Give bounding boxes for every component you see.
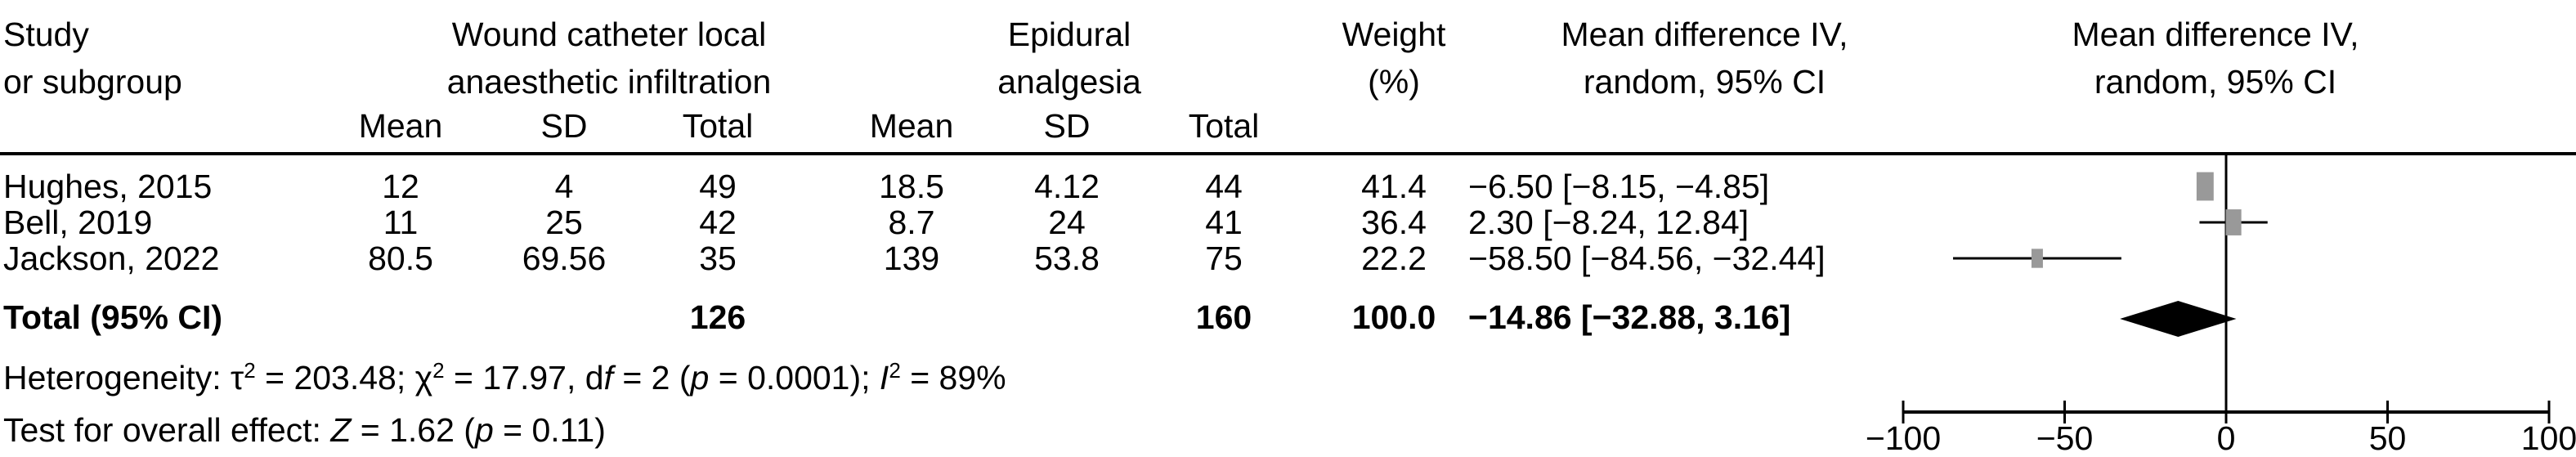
cell-weight: 41.4 [1361, 168, 1427, 205]
x-tick-label: −50 [2036, 419, 2094, 457]
study-row: Bell, 2019 11 25 42 8.7 24 41 36.4 2.30 [−8.24, … [3, 204, 1749, 241]
cell-mean1: 80.5 [368, 240, 433, 277]
cell-total2: 41 [1205, 204, 1243, 241]
summary-diamond [2120, 301, 2237, 337]
cell-sd1: 69.56 [522, 240, 607, 277]
header-md-plot-1: Mean difference IV, [2072, 16, 2359, 53]
overall-effect-text: Test for overall effect: Z = 1.62 (p = 0… [3, 411, 606, 449]
total-n1: 126 [690, 298, 746, 336]
header-group2-2: analgesia [997, 63, 1141, 101]
heterogeneity-text: Heterogeneity: τ2 = 203.48; χ2 = 17.97, … [3, 358, 1006, 397]
cell-total1: 35 [699, 240, 737, 277]
header-weight-2: (%) [1368, 63, 1420, 101]
header-md-plot-2: random, 95% CI [2094, 63, 2336, 101]
cell-total2: 75 [1205, 240, 1243, 277]
x-tick-label: −100 [1866, 419, 1941, 457]
subheader-total1: Total [683, 107, 754, 145]
study-row: Jackson, 2022 80.5 69.56 35 139 53.8 75 22.2 −58… [3, 240, 1826, 277]
x-tick-label: 0 [2217, 419, 2236, 457]
cell-sd2: 53.8 [1034, 240, 1100, 277]
total-weight: 100.0 [1352, 298, 1436, 336]
effect-square [2225, 209, 2242, 235]
header-group2-1: Epidural [1008, 16, 1131, 53]
cell-total1: 49 [699, 168, 737, 205]
total-n2: 160 [1196, 298, 1252, 336]
header-md-text-1: Mean difference IV, [1561, 16, 1848, 53]
subheader-total2: Total [1189, 107, 1260, 145]
header-group1-2: anaesthetic infiltration [447, 63, 772, 101]
x-tick-label: 100 [2521, 419, 2576, 457]
header-group1-1: Wound catheter local [452, 16, 766, 53]
subheader-mean1: Mean [359, 107, 443, 145]
study-row: Hughes, 2015 12 4 49 18.5 4.12 44 41.4 −6.50 [−8… [3, 168, 1769, 205]
cell-name: Hughes, 2015 [3, 168, 212, 205]
header-study-2: or subgroup [3, 63, 182, 101]
header-study-1: Study [3, 16, 89, 53]
effect-square [2196, 172, 2214, 201]
header-md-text-2: random, 95% CI [1584, 63, 1826, 101]
cell-sd1: 4 [555, 168, 574, 205]
total-ci-text: −14.86 [−32.88, 3.16] [1468, 298, 1790, 336]
subheader-sd1: SD [541, 107, 588, 145]
subheader-mean2: Mean [870, 107, 954, 145]
x-tick-label: 50 [2369, 419, 2407, 457]
cell-ci-text: 2.30 [−8.24, 12.84] [1468, 204, 1749, 241]
cell-name: Bell, 2019 [3, 204, 152, 241]
cell-sd2: 4.12 [1034, 168, 1100, 205]
cell-ci-text: −6.50 [−8.15, −4.85] [1468, 168, 1769, 205]
cell-total2: 44 [1205, 168, 1243, 205]
total-label: Total (95% CI) [3, 298, 222, 336]
cell-sd2: 24 [1048, 204, 1086, 241]
cell-weight: 22.2 [1361, 240, 1427, 277]
cell-sd1: 25 [545, 204, 583, 241]
cell-mean1: 11 [383, 204, 419, 241]
cell-weight: 36.4 [1361, 204, 1427, 241]
subheader-sd2: SD [1044, 107, 1091, 145]
cell-ci-text: −58.50 [−84.56, −32.44] [1468, 240, 1826, 277]
cell-mean1: 12 [382, 168, 419, 205]
cell-mean2: 18.5 [879, 168, 944, 205]
cell-mean2: 8.7 [889, 204, 935, 241]
effect-square [2031, 249, 2043, 268]
cell-name: Jackson, 2022 [3, 240, 219, 277]
cell-total1: 42 [699, 204, 737, 241]
header-weight-1: Weight [1342, 16, 1446, 53]
cell-mean2: 139 [884, 240, 939, 277]
